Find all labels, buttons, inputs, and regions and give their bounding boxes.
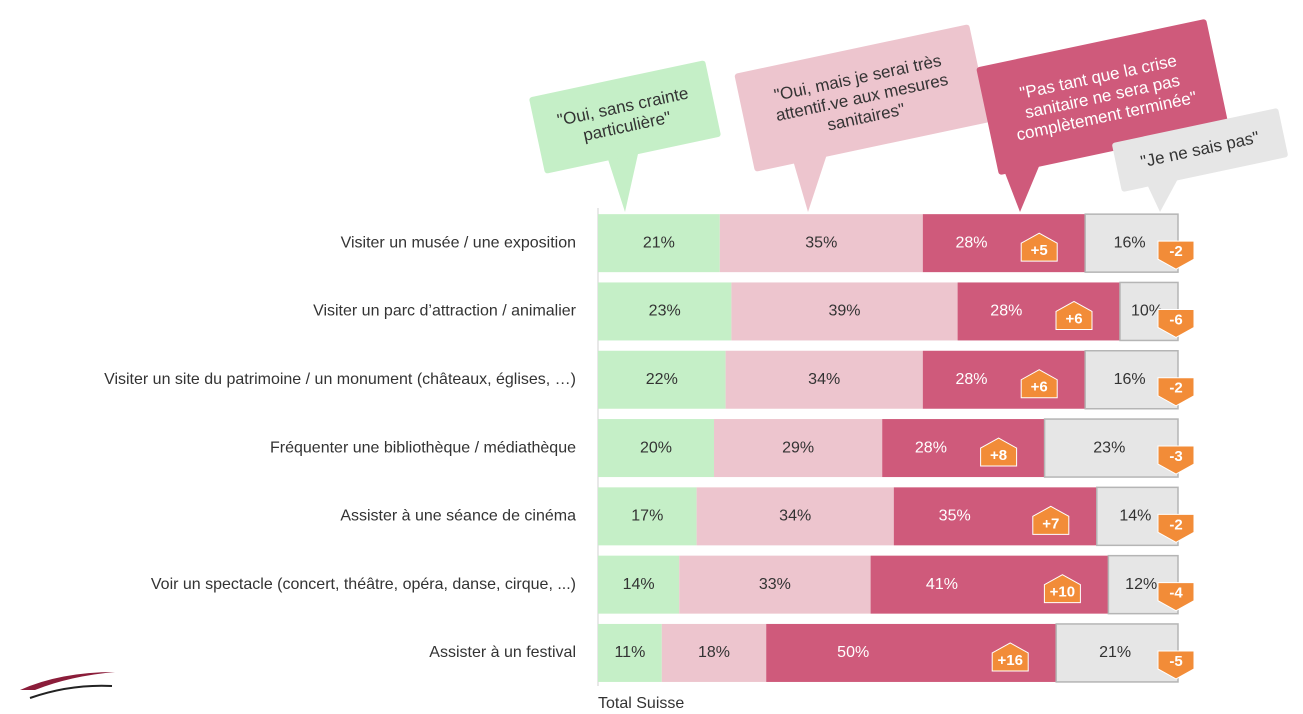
value-label: 23% xyxy=(1093,439,1125,456)
bar-segment xyxy=(922,350,1086,409)
change-label: +5 xyxy=(1031,242,1048,259)
change-badge xyxy=(1157,650,1195,680)
value-label: 29% xyxy=(782,439,814,456)
category-label: Fréquenter une bibliothèque / médiathèqu… xyxy=(270,439,576,456)
change-label: +10 xyxy=(1050,584,1075,601)
value-label: 34% xyxy=(779,508,811,525)
bar-segment xyxy=(598,555,680,614)
value-label: 35% xyxy=(805,234,837,251)
value-label: 20% xyxy=(640,439,672,456)
value-label: 41% xyxy=(926,576,958,593)
change-label: -3 xyxy=(1169,448,1182,465)
bar-segment xyxy=(598,214,720,273)
value-label: 17% xyxy=(631,508,663,525)
change-label: -4 xyxy=(1169,585,1183,602)
value-label: 14% xyxy=(623,576,655,593)
value-label: 11% xyxy=(614,644,645,661)
value-label: 23% xyxy=(649,303,681,320)
bar-segment xyxy=(922,214,1086,273)
change-label: +16 xyxy=(997,652,1022,669)
category-label: Assister à un festival xyxy=(429,644,576,661)
change-badge xyxy=(1157,445,1195,475)
change-label: +6 xyxy=(1065,310,1082,327)
change-badge xyxy=(1020,232,1058,262)
value-label: 16% xyxy=(1114,371,1146,388)
change-badge xyxy=(1055,300,1093,330)
bar-segment xyxy=(696,487,894,546)
category-label: Visiter un parc d’attraction / animalier xyxy=(313,303,577,320)
category-label: Visiter un musée / une exposition xyxy=(341,234,576,251)
change-label: -2 xyxy=(1169,380,1182,397)
bar-segment xyxy=(731,282,958,341)
change-badge xyxy=(1157,513,1195,543)
change-badge xyxy=(1157,582,1195,612)
value-label: 39% xyxy=(828,303,860,320)
bar-segment xyxy=(598,282,732,341)
bar-segment xyxy=(714,419,883,478)
category-label: Assister à une séance de cinéma xyxy=(340,508,576,525)
bar-segment xyxy=(882,419,1045,478)
category-label: Voir un spectacle (concert, théâtre, opé… xyxy=(151,576,576,593)
change-badge xyxy=(1020,369,1058,399)
value-label: 18% xyxy=(698,644,730,661)
bar-segment xyxy=(661,623,767,682)
logo xyxy=(29,684,113,699)
change-label: +6 xyxy=(1031,379,1048,396)
change-badge xyxy=(980,437,1018,467)
bar-segment xyxy=(598,487,697,546)
change-badge xyxy=(1032,505,1070,535)
value-label: 22% xyxy=(646,371,678,388)
change-label: -6 xyxy=(1169,311,1182,328)
logo xyxy=(20,672,115,690)
value-label: 28% xyxy=(956,371,988,388)
value-label: 28% xyxy=(915,439,947,456)
change-badge xyxy=(1157,240,1195,270)
bar-segment xyxy=(598,419,714,478)
x-axis-label: Total Suisse xyxy=(598,695,684,712)
value-label: 21% xyxy=(643,234,675,251)
category-label: Visiter un site du patrimoine / un monum… xyxy=(104,371,576,388)
bar-segment xyxy=(679,555,871,614)
value-label: 28% xyxy=(956,234,988,251)
change-label: +8 xyxy=(990,447,1007,464)
bar-segment xyxy=(719,214,923,273)
change-badge xyxy=(1157,308,1195,339)
value-label: 33% xyxy=(759,576,791,593)
bar-segment xyxy=(598,623,662,682)
change-label: -2 xyxy=(1169,243,1182,260)
value-label: 10% xyxy=(1131,303,1163,320)
legend-pointer xyxy=(605,145,640,212)
bar-segment xyxy=(1043,418,1179,478)
change-badge xyxy=(991,642,1029,672)
change-label: -5 xyxy=(1169,653,1182,670)
change-label: -2 xyxy=(1169,516,1182,533)
change-badge xyxy=(1043,574,1081,604)
value-label: 12% xyxy=(1125,576,1157,593)
value-label: 34% xyxy=(808,371,840,388)
bar-segment xyxy=(598,350,726,409)
value-label: 50% xyxy=(837,644,869,661)
change-badge xyxy=(1157,377,1195,407)
value-label: 16% xyxy=(1114,234,1146,251)
bar-segment xyxy=(725,350,923,409)
value-label: 35% xyxy=(939,508,971,525)
change-label: +7 xyxy=(1042,515,1059,532)
value-label: 21% xyxy=(1099,644,1131,661)
value-label: 28% xyxy=(990,303,1022,320)
value-label: 14% xyxy=(1119,508,1151,525)
bar-segment xyxy=(957,282,1120,341)
